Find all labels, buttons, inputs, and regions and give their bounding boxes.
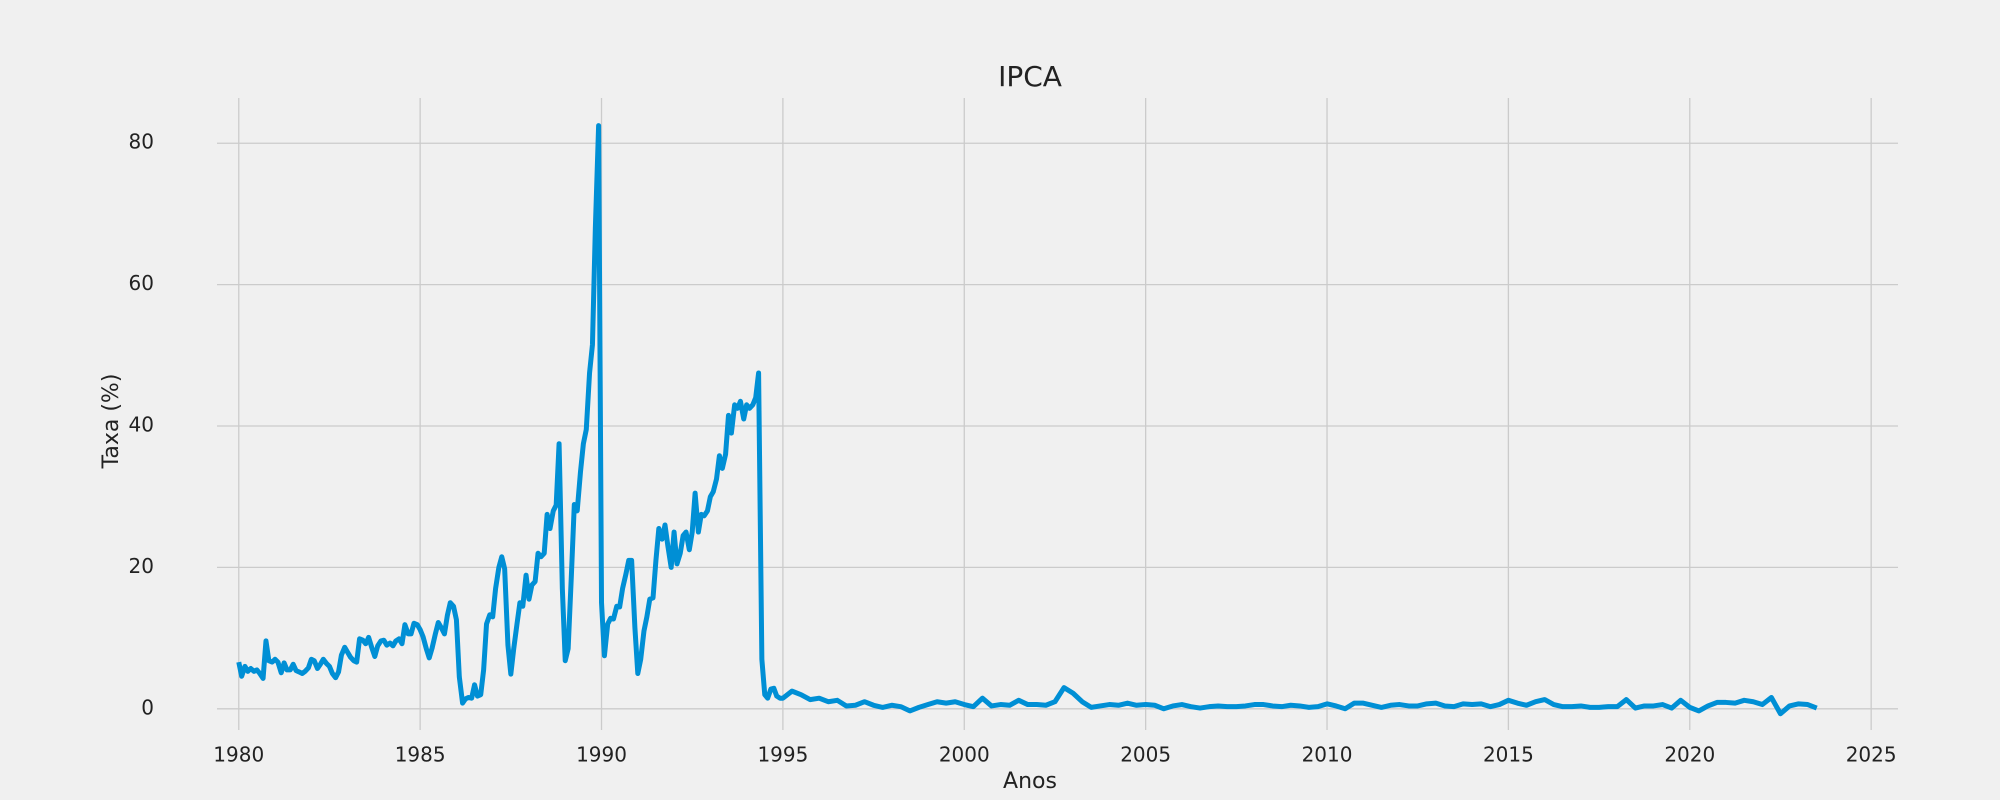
chart-title: IPCA [998,60,1062,93]
x-tick-label: 2005 [1120,743,1171,767]
x-tick-label: 2020 [1664,743,1715,767]
y-axis-label: Taxa (%) [99,374,124,470]
y-tick-label: 40 [129,413,154,437]
x-tick-label: 2015 [1483,743,1534,767]
y-tick-label: 60 [129,271,154,295]
x-axis-label: Anos [1003,769,1057,794]
y-tick-label: 80 [129,130,154,154]
data-line [236,123,1818,717]
y-tick-label: 20 [129,554,154,578]
x-tick-label: 1995 [757,743,808,767]
x-tick-label: 2000 [939,743,990,767]
x-tick-label: 2025 [1846,743,1897,767]
y-tick-label: 0 [141,695,154,719]
x-tick-label: 2010 [1302,743,1353,767]
x-tick-label: 1985 [395,743,446,767]
x-tick-label: 1990 [576,743,627,767]
x-tick-label: 1980 [213,743,264,767]
